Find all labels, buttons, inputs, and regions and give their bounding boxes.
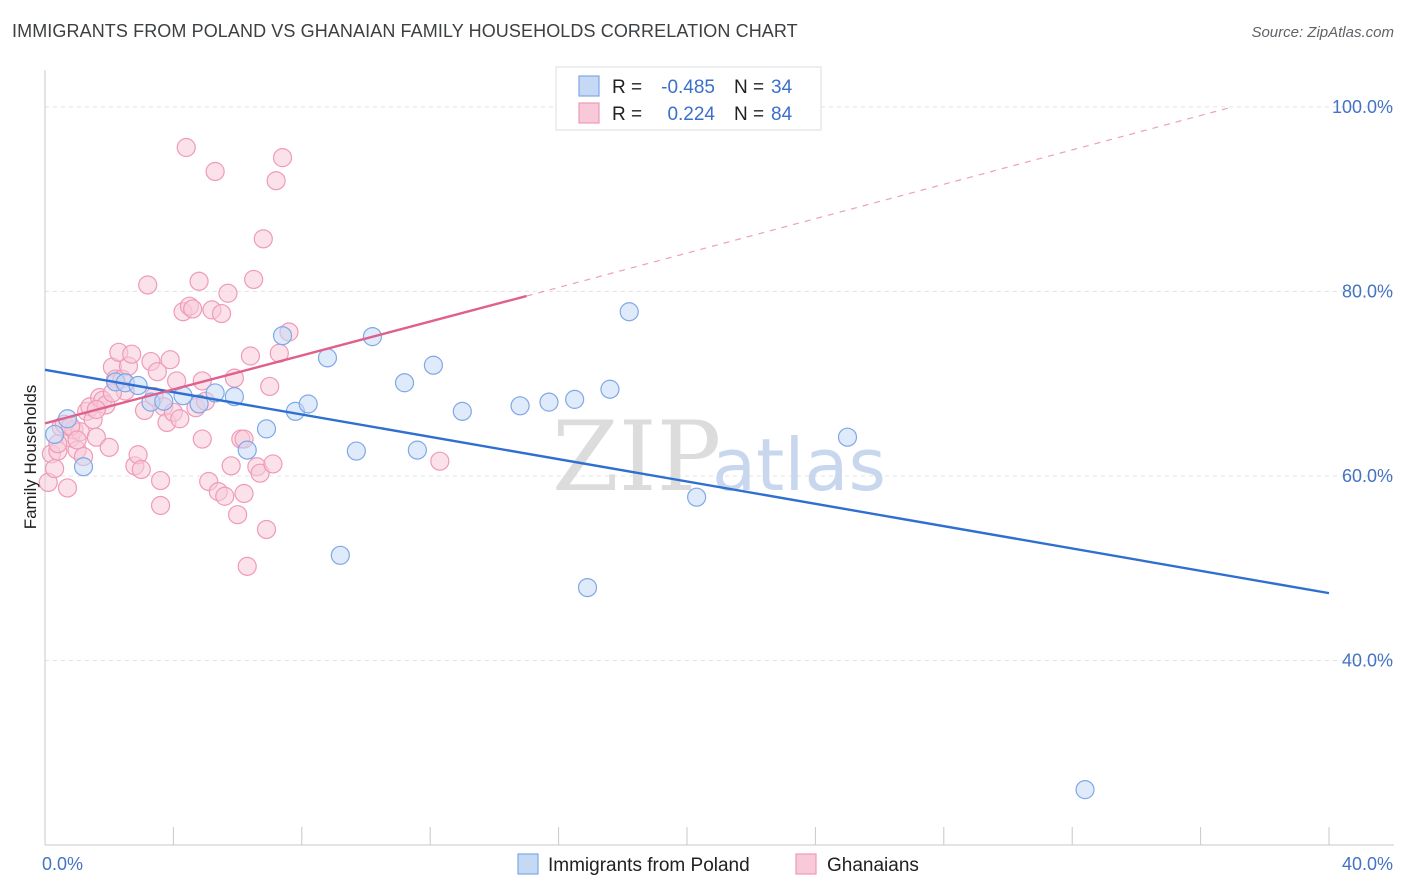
point-ghanaians: [234, 483, 254, 504]
trend-line-poland: [44, 368, 1330, 595]
point-ghanaians: [260, 376, 280, 397]
point-poland: [423, 355, 444, 375]
legend-r-value-poland: -0.485: [661, 77, 715, 98]
x-tick-labels: 0.0% 40.0%: [42, 854, 1393, 874]
point-ghanaians: [253, 229, 273, 249]
point-poland: [1075, 780, 1095, 800]
bottom-legend-swatch-ghanaians: [795, 853, 817, 875]
point-ghanaians: [150, 495, 171, 516]
x-tick-label: 0.0%: [42, 854, 83, 874]
legend-r-label-ghanaians: R =: [612, 104, 642, 125]
point-ghanaians: [228, 505, 248, 525]
point-ghanaians: [263, 454, 283, 474]
trend-extension-ghanaians: [526, 106, 1233, 297]
point-ghanaians: [45, 458, 65, 479]
watermark: ZIP atlas: [552, 401, 886, 513]
legend-swatch-poland: [578, 75, 600, 97]
point-ghanaians: [211, 303, 232, 324]
bottom-legend-label-ghanaians: Ghanaians: [827, 855, 919, 876]
point-ghanaians: [256, 519, 277, 540]
point-poland: [298, 394, 318, 414]
grid-lines: [45, 106, 1394, 661]
point-poland: [687, 487, 707, 507]
point-poland: [272, 326, 293, 346]
y-tick-label: 80.0%: [1342, 281, 1393, 301]
point-ghanaians: [237, 556, 257, 576]
point-ghanaians: [244, 269, 264, 290]
data-points: [38, 137, 1095, 800]
legend-r-label-poland: R =: [612, 77, 642, 98]
point-ghanaians: [160, 350, 180, 370]
chart-title: IMMIGRANTS FROM POLAND VS GHANAIAN FAMIL…: [12, 21, 798, 41]
point-ghanaians: [138, 275, 158, 295]
point-ghanaians: [67, 430, 87, 450]
point-ghanaians: [147, 362, 167, 382]
legend-box: [555, 66, 822, 131]
legend-swatch-ghanaians: [578, 102, 600, 124]
bottom-legend: Immigrants from Poland Ghanaians: [517, 853, 919, 876]
bottom-legend-swatch-poland: [517, 853, 539, 875]
point-ghanaians: [205, 161, 225, 182]
point-poland: [346, 441, 366, 461]
point-poland: [619, 302, 639, 322]
y-tick-labels: 100.0% 80.0% 60.0% 40.0%: [1332, 97, 1393, 671]
trend-line-ghanaians: [44, 294, 527, 425]
point-poland: [510, 396, 530, 416]
point-ghanaians: [215, 486, 235, 506]
point-poland: [452, 401, 472, 421]
point-ghanaians: [266, 171, 286, 191]
y-tick-label: 60.0%: [1342, 466, 1393, 486]
point-poland: [205, 383, 225, 403]
point-poland: [407, 440, 427, 460]
trend-lines: [44, 106, 1330, 595]
point-ghanaians: [240, 346, 261, 366]
point-ghanaians: [221, 456, 241, 476]
point-poland: [837, 427, 858, 447]
point-ghanaians: [57, 478, 78, 498]
point-ghanaians: [183, 299, 203, 319]
point-poland: [154, 391, 174, 411]
legend-n-label-ghanaians: N =: [734, 104, 764, 125]
watermark-atlas: atlas: [712, 423, 886, 507]
y-axis-label: Family Households: [21, 385, 40, 530]
point-ghanaians: [218, 283, 238, 303]
point-poland: [600, 379, 620, 399]
point-poland: [565, 389, 585, 409]
point-poland: [539, 392, 559, 412]
point-ghanaians: [86, 427, 106, 447]
top-legend: R = -0.485 N = 34 R = 0.224 N = 84: [555, 66, 822, 131]
point-ghanaians: [170, 409, 190, 429]
point-poland: [330, 545, 350, 565]
point-poland: [73, 457, 94, 477]
point-poland: [237, 440, 257, 460]
source-label: Source: ZipAtlas.com: [1251, 24, 1394, 41]
point-ghanaians: [189, 271, 209, 291]
point-ghanaians: [192, 429, 212, 449]
point-ghanaians: [131, 459, 151, 480]
point-ghanaians: [176, 137, 196, 158]
y-tick-label: 40.0%: [1342, 650, 1393, 670]
y-tick-label: 100.0%: [1332, 97, 1393, 117]
point-poland: [577, 577, 598, 598]
point-poland: [45, 424, 65, 445]
legend-n-value-ghanaians: 84: [771, 104, 793, 125]
bottom-legend-label-poland: Immigrants from Poland: [548, 855, 750, 876]
point-poland: [256, 419, 277, 439]
point-ghanaians: [122, 344, 142, 364]
point-ghanaians: [150, 470, 171, 491]
legend-n-value-poland: 34: [771, 77, 793, 98]
point-ghanaians: [430, 451, 450, 471]
point-ghanaians: [99, 437, 119, 457]
legend-r-value-ghanaians: 0.224: [667, 104, 715, 125]
point-poland: [189, 394, 209, 414]
point-ghanaians: [272, 148, 293, 168]
point-poland: [394, 373, 415, 393]
x-tick-label: 40.0%: [1342, 854, 1393, 874]
legend-n-label-poland: N =: [734, 77, 764, 98]
